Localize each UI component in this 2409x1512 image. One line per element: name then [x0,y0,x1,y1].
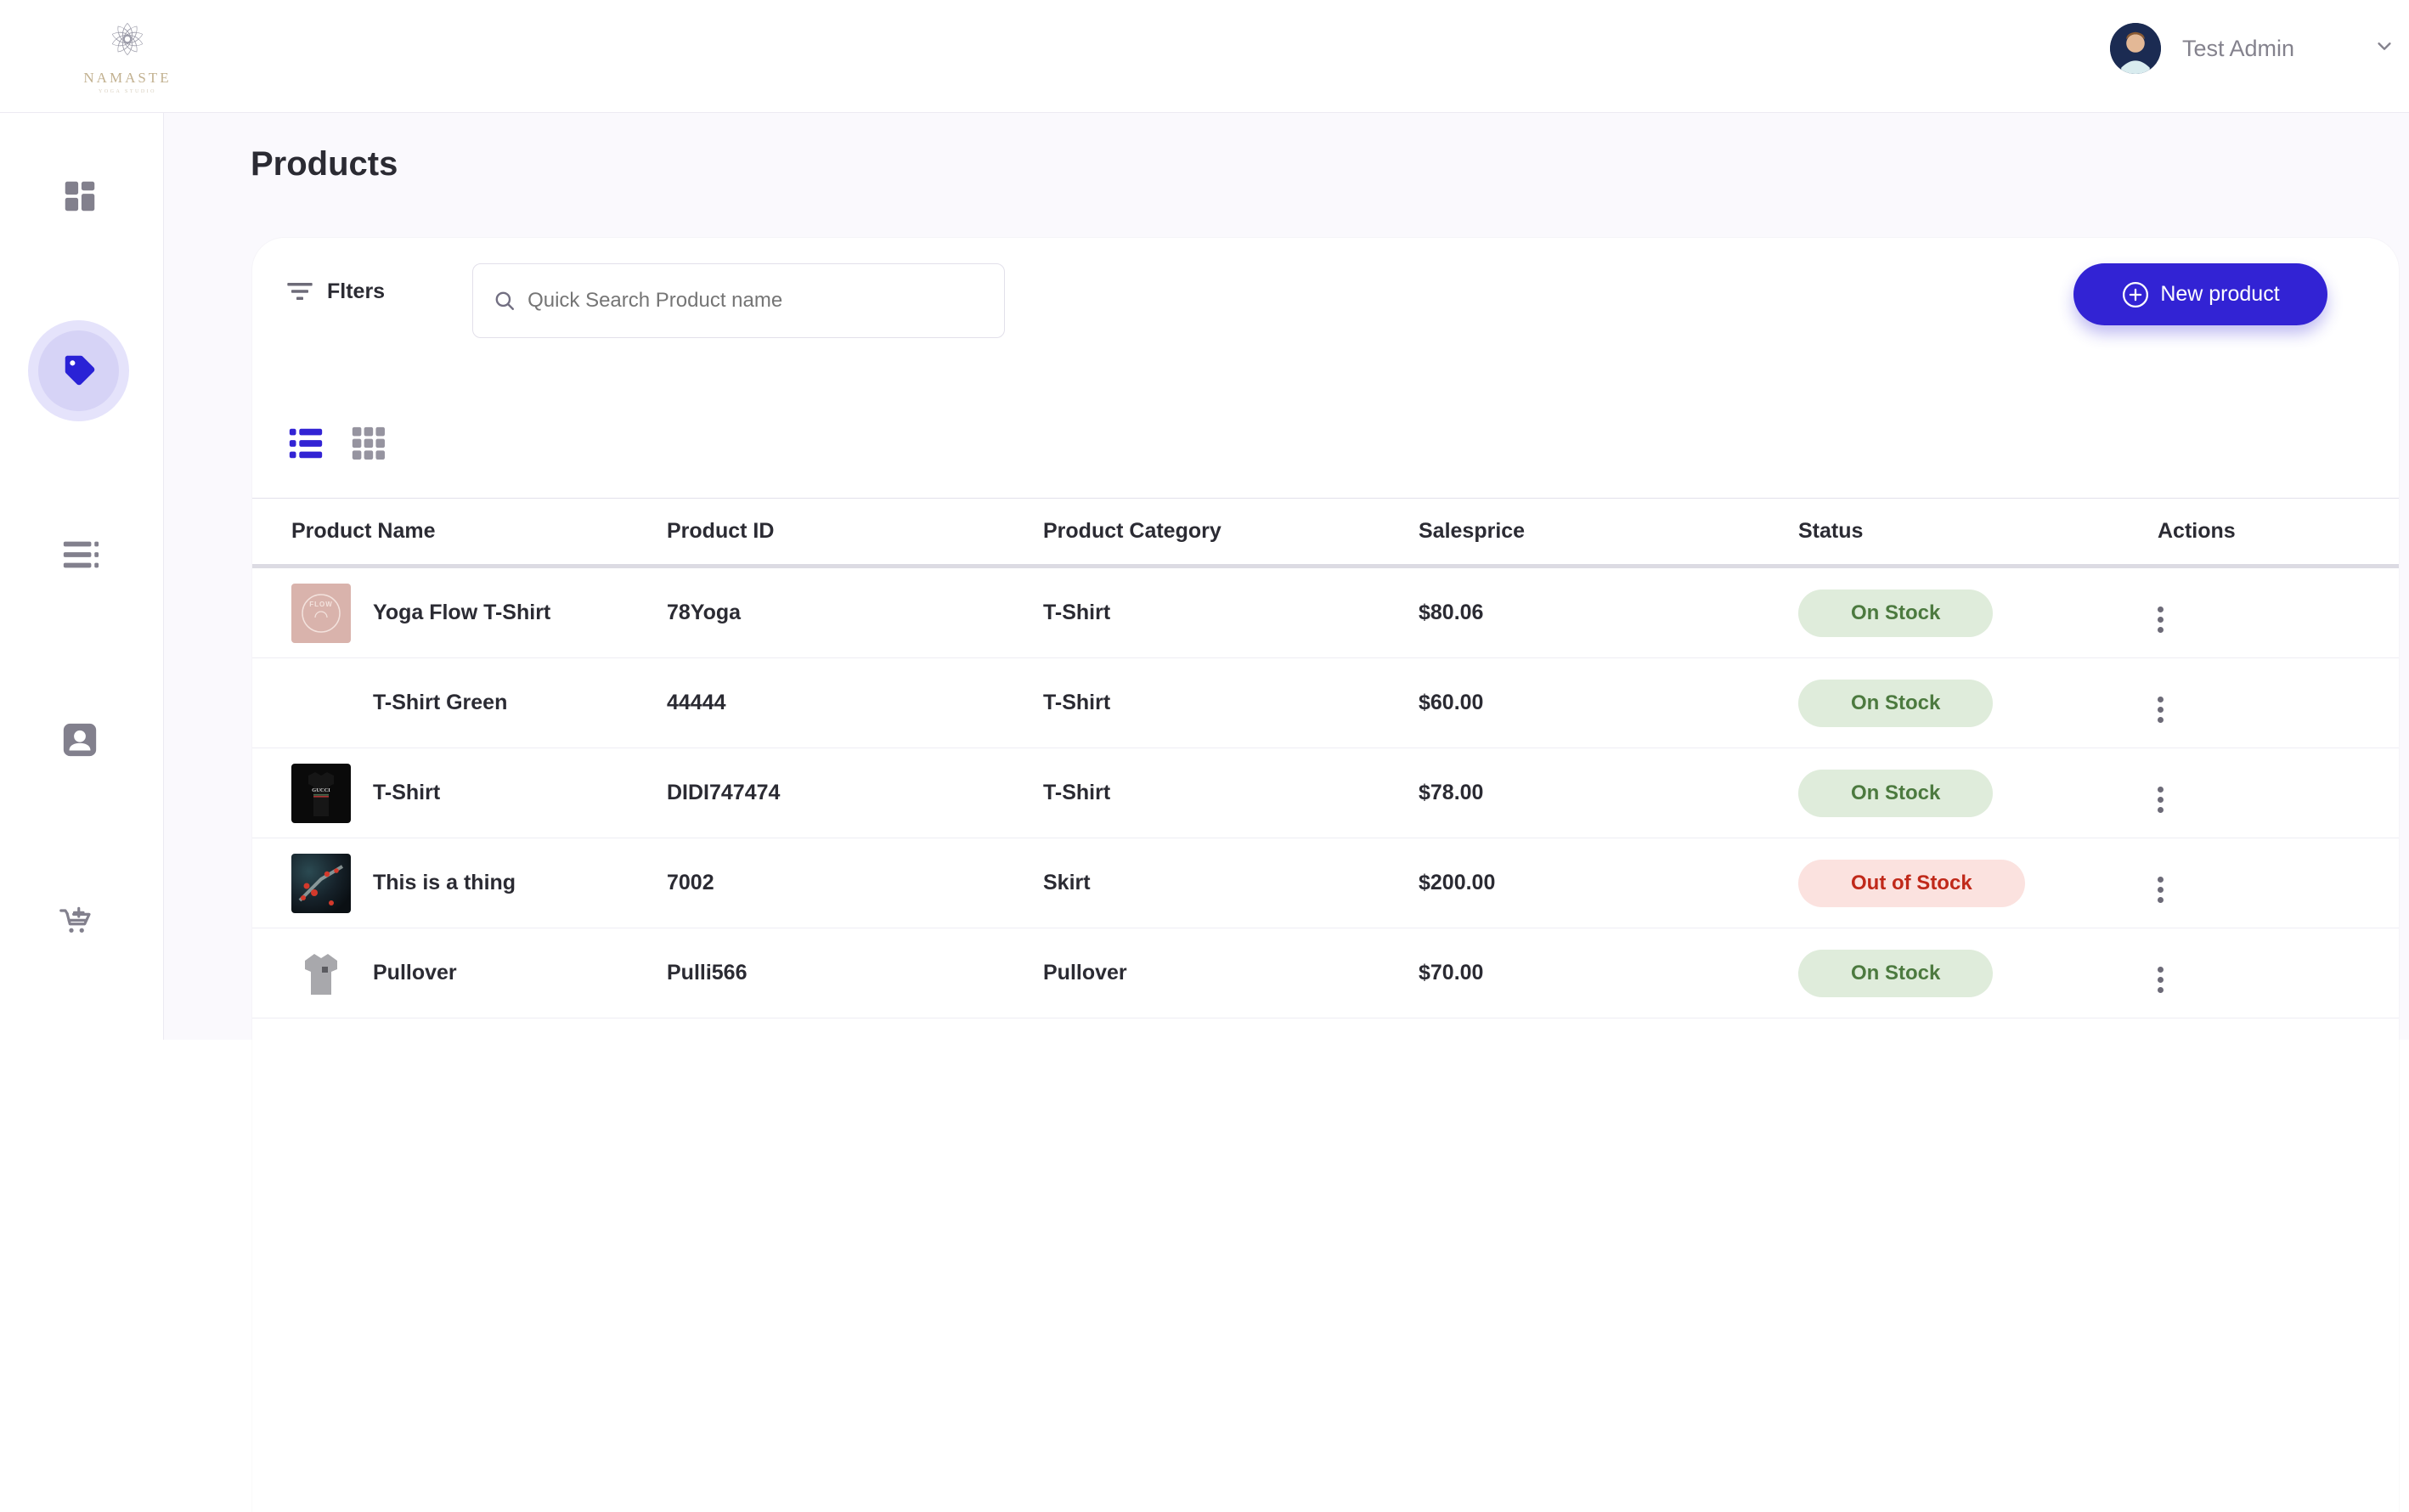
svg-text:FLOW: FLOW [309,601,333,608]
svg-text:GUCCI: GUCCI [312,787,330,793]
